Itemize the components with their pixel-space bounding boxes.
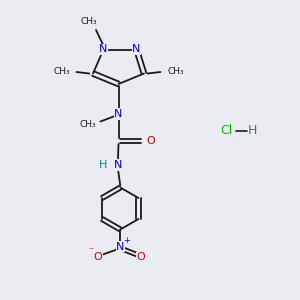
Text: +: + <box>123 236 130 245</box>
Text: O: O <box>146 136 155 146</box>
Text: N: N <box>116 242 124 252</box>
Text: H: H <box>99 160 108 170</box>
Text: N: N <box>132 44 141 55</box>
Text: N: N <box>99 44 108 55</box>
Text: ⁻: ⁻ <box>88 246 94 256</box>
Text: H: H <box>247 124 257 137</box>
Text: N: N <box>114 160 122 170</box>
Text: CH₃: CH₃ <box>167 68 184 76</box>
Text: N: N <box>114 109 123 119</box>
Text: CH₃: CH₃ <box>80 120 96 129</box>
Text: O: O <box>136 252 145 262</box>
Text: CH₃: CH₃ <box>80 17 97 26</box>
Text: CH₃: CH₃ <box>53 68 70 76</box>
Text: O: O <box>93 252 102 262</box>
Text: Cl: Cl <box>220 124 232 137</box>
